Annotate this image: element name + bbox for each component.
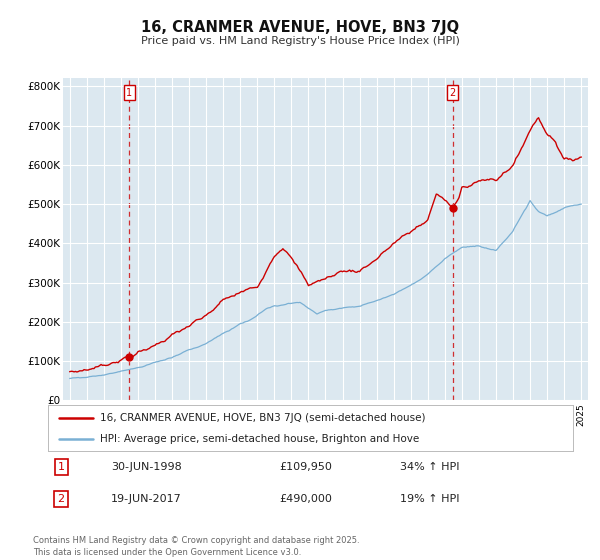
Text: Contains HM Land Registry data © Crown copyright and database right 2025.
This d: Contains HM Land Registry data © Crown c…	[33, 536, 359, 557]
Text: 30-JUN-1998: 30-JUN-1998	[111, 462, 182, 472]
Text: 2: 2	[58, 494, 65, 504]
Text: 2: 2	[449, 88, 456, 98]
Text: Price paid vs. HM Land Registry's House Price Index (HPI): Price paid vs. HM Land Registry's House …	[140, 36, 460, 46]
Text: £109,950: £109,950	[279, 462, 332, 472]
Text: HPI: Average price, semi-detached house, Brighton and Hove: HPI: Average price, semi-detached house,…	[101, 435, 420, 444]
Text: 16, CRANMER AVENUE, HOVE, BN3 7JQ (semi-detached house): 16, CRANMER AVENUE, HOVE, BN3 7JQ (semi-…	[101, 413, 426, 423]
Text: £490,000: £490,000	[279, 494, 332, 504]
Text: 34% ↑ HPI: 34% ↑ HPI	[400, 462, 459, 472]
Text: 1: 1	[127, 88, 133, 98]
Text: 19-JUN-2017: 19-JUN-2017	[111, 494, 182, 504]
Text: 1: 1	[58, 462, 65, 472]
Text: 19% ↑ HPI: 19% ↑ HPI	[400, 494, 459, 504]
Text: 16, CRANMER AVENUE, HOVE, BN3 7JQ: 16, CRANMER AVENUE, HOVE, BN3 7JQ	[141, 20, 459, 35]
